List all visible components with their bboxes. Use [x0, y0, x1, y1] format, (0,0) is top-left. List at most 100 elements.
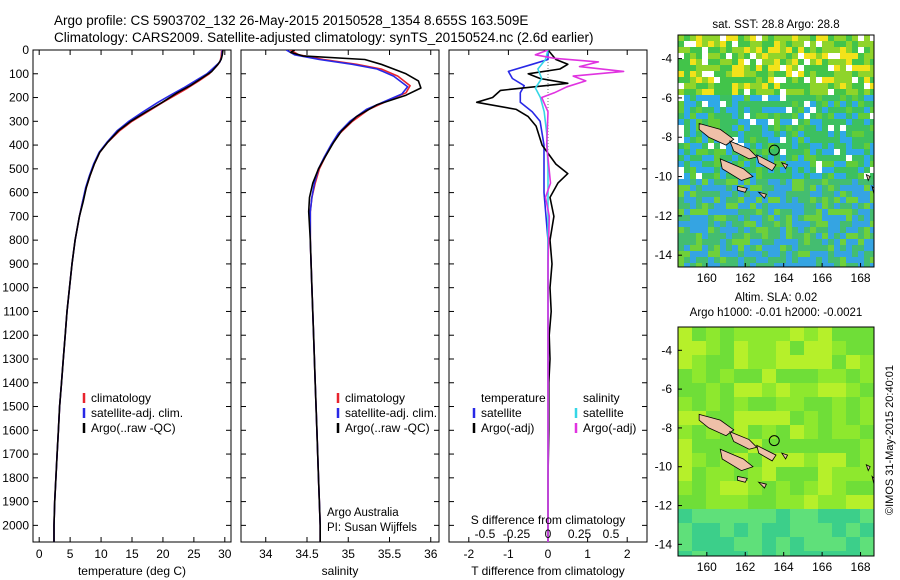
- heatmap-cell: [714, 167, 720, 173]
- heatmap-cell: [792, 251, 798, 257]
- heatmap-cell: [702, 263, 708, 267]
- heatmap-cell: [774, 161, 780, 167]
- heatmap-cell: [720, 191, 726, 197]
- heatmap-cell: [790, 397, 804, 411]
- heatmap-cell: [870, 89, 874, 95]
- heatmap-cell: [798, 167, 804, 173]
- heatmap-cell: [750, 119, 756, 125]
- heatmap-cell: [708, 35, 714, 41]
- heatmap-cell: [690, 257, 696, 263]
- heatmap-cell: [744, 125, 750, 131]
- island: [865, 463, 871, 472]
- heatmap-cell: [780, 35, 786, 41]
- heatmap-cell: [792, 113, 798, 119]
- heatmap-cell: [798, 143, 804, 149]
- heatmap-cell: [678, 355, 692, 369]
- heatmap-cell: [780, 53, 786, 59]
- heatmap-cell: [816, 239, 822, 245]
- heatmap-cell: [762, 233, 768, 239]
- heatmap-cell: [732, 77, 738, 83]
- heatmap-cell: [852, 137, 858, 143]
- legend-label: Argo(-adj): [583, 421, 636, 435]
- heatmap-cell: [684, 197, 690, 203]
- heatmap-cell: [852, 143, 858, 149]
- heatmap-cell: [832, 509, 846, 523]
- heatmap-cell: [696, 251, 702, 257]
- heatmap-cell: [810, 197, 816, 203]
- heatmap-cell: [834, 119, 840, 125]
- sla-heatmap: [678, 327, 874, 556]
- heatmap-cell: [864, 119, 870, 125]
- heatmap-cell: [790, 369, 804, 383]
- heatmap-cell: [828, 251, 834, 257]
- heatmap-cell: [840, 221, 846, 227]
- heatmap-cell: [864, 59, 870, 65]
- heatmap-cell: [858, 53, 864, 59]
- heatmap-cell: [810, 179, 816, 185]
- heatmap-cell: [774, 257, 780, 263]
- heatmap-cell: [726, 59, 732, 65]
- legend-label: climatology: [91, 391, 151, 405]
- heatmap-cell: [804, 227, 810, 233]
- heatmap-cell: [690, 203, 696, 209]
- heatmap-cell: [756, 161, 762, 167]
- heatmap-cell: [852, 227, 858, 233]
- heatmap-cell: [852, 161, 858, 167]
- heatmap-cell: [840, 191, 846, 197]
- heatmap-cell: [852, 179, 858, 185]
- heatmap-cell: [810, 173, 816, 179]
- heatmap-cell: [810, 191, 816, 197]
- heatmap-cell: [846, 411, 860, 425]
- heatmap-cell: [708, 227, 714, 233]
- heatmap-cell: [726, 131, 732, 137]
- heatmap-cell: [762, 263, 768, 267]
- heatmap-cell: [792, 89, 798, 95]
- heatmap-cell: [720, 155, 726, 161]
- heatmap-cell: [690, 227, 696, 233]
- heatmap-cell: [768, 53, 774, 59]
- heatmap-cell: [762, 397, 776, 411]
- heatmap-cell: [816, 197, 822, 203]
- heatmap-cell: [780, 59, 786, 65]
- heatmap-cell: [748, 369, 762, 383]
- heatmap-cell: [828, 227, 834, 233]
- heatmap-cell: [768, 263, 774, 267]
- heatmap-cell: [816, 125, 822, 131]
- heatmap-cell: [790, 341, 804, 355]
- heatmap-cell: [810, 251, 816, 257]
- heatmap-cell: [786, 257, 792, 263]
- heatmap-cell: [832, 481, 846, 495]
- heatmap-cell: [810, 53, 816, 59]
- heatmap-cell: [702, 203, 708, 209]
- map-y-tick-label: -10: [655, 460, 673, 474]
- heatmap-cell: [768, 179, 774, 185]
- heatmap-cell: [818, 411, 832, 425]
- heatmap-cell: [750, 77, 756, 83]
- heatmap-cell: [720, 143, 726, 149]
- heatmap-cell: [786, 59, 792, 65]
- heatmap-cell: [768, 137, 774, 143]
- heatmap-cell: [864, 167, 870, 173]
- heatmap-cell: [792, 227, 798, 233]
- heatmap-cell: [714, 185, 720, 191]
- heatmap-cell: [702, 197, 708, 203]
- heatmap-cell: [684, 263, 690, 267]
- s-difference-tick-labels: -0.5 -0.25 0 0.25 0.5: [475, 527, 620, 541]
- heatmap-cell: [738, 245, 744, 251]
- heatmap-cell: [832, 327, 846, 341]
- heatmap-cell: [750, 233, 756, 239]
- heatmap-cell: [792, 203, 798, 209]
- heatmap-cell: [822, 221, 828, 227]
- heatmap-cell: [684, 113, 690, 119]
- heatmap-cell: [702, 107, 708, 113]
- heatmap-cell: [840, 155, 846, 161]
- heatmap-cell: [714, 125, 720, 131]
- heatmap-cell: [708, 179, 714, 185]
- heatmap-cell: [744, 239, 750, 245]
- heatmap-cell: [810, 263, 816, 267]
- heatmap-cell: [864, 209, 870, 215]
- heatmap-cell: [750, 41, 756, 47]
- heatmap-cell: [840, 209, 846, 215]
- heatmap-cell: [804, 369, 818, 383]
- heatmap-cell: [840, 89, 846, 95]
